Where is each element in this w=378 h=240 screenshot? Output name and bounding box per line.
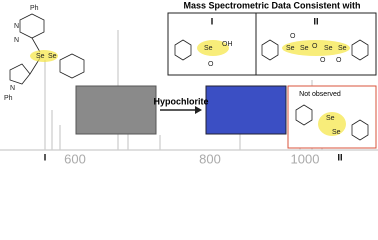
ring-sketches <box>295 104 369 141</box>
atom-label: Se <box>326 115 335 122</box>
axis-label: 1000 <box>291 151 320 166</box>
inset-box <box>287 85 377 149</box>
atom-label: Se <box>324 45 333 52</box>
inset-note: Not observed <box>299 91 341 98</box>
micrograph-after <box>205 85 287 135</box>
peak-label: I <box>44 152 47 162</box>
highlight <box>282 40 350 56</box>
atom-label: N <box>10 85 15 92</box>
atom-label: Ph <box>30 5 39 12</box>
ring-sketches <box>174 39 369 61</box>
atom-label: N <box>14 23 19 30</box>
atom-label: Se <box>204 45 213 52</box>
box-title: Mass Spectrometric Data Consistent with <box>183 0 360 10</box>
atom-label: O <box>312 43 318 50</box>
atom-label: O <box>320 57 326 64</box>
atom-label: Se <box>36 53 45 60</box>
axis-label: 800 <box>199 151 221 166</box>
page: {"header":{"title":"Mass Spectrometric D… <box>0 0 378 167</box>
spectrum-axis: 600 800 1000 I II <box>44 151 343 166</box>
atom-label: Ph <box>4 95 13 102</box>
highlight <box>197 40 229 56</box>
arrow-head <box>195 106 202 114</box>
arrow-label: Hypochlorite <box>153 96 208 106</box>
graphical-abstract: 600 800 1000 I II Ph N N Se Se Ph N Mass… <box>0 0 378 166</box>
atom-label: Se <box>48 53 57 60</box>
highlight <box>30 50 58 62</box>
atom-label: Se <box>332 129 341 136</box>
atom-label: O <box>208 61 214 68</box>
atom-label: O <box>290 33 296 40</box>
micrograph-before <box>75 85 157 135</box>
atom-label: Se <box>338 45 347 52</box>
axis-label: 600 <box>64 151 86 166</box>
atom-label: OH <box>222 41 233 48</box>
atom-label: O <box>336 57 342 64</box>
peak-label: II <box>337 152 342 162</box>
atom-label: N <box>14 37 19 44</box>
atom-label: Se <box>286 45 295 52</box>
atom-label: Se <box>300 45 309 52</box>
highlight <box>318 112 346 136</box>
molecule-sketch <box>9 13 85 85</box>
panel-label: I <box>211 16 214 26</box>
panel-label: II <box>313 16 318 26</box>
